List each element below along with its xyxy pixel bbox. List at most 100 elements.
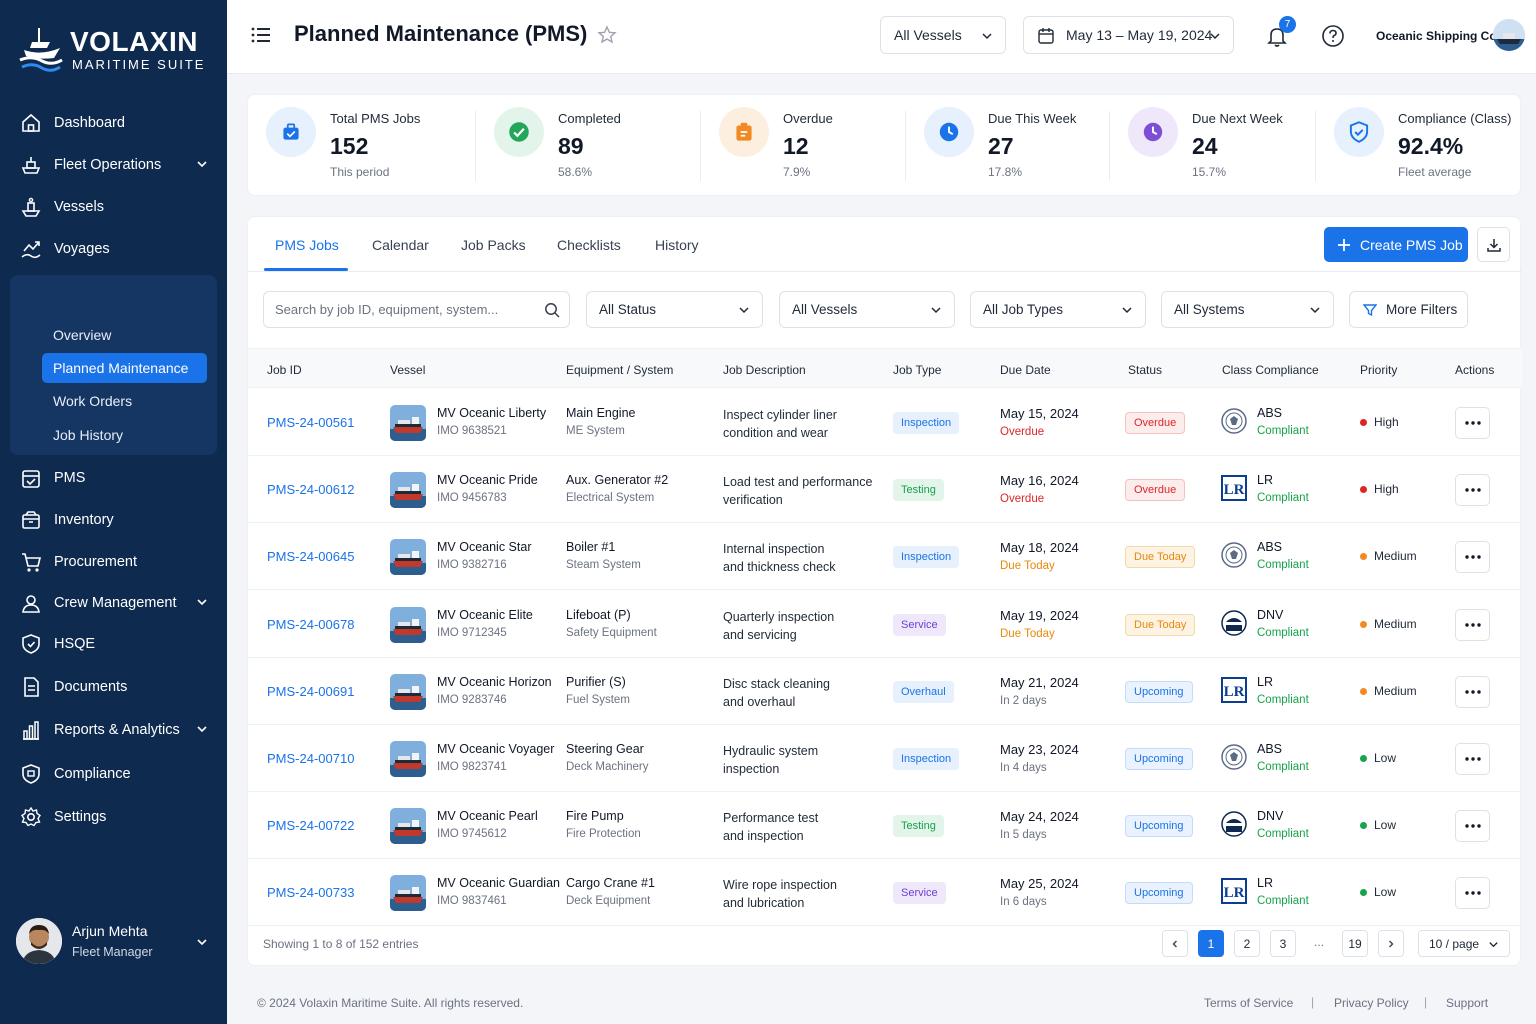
col-equipment[interactable]: Equipment / System: [566, 363, 674, 377]
sidebar-item-hsqe[interactable]: HSQE: [10, 625, 217, 663]
vessel-select[interactable]: All Vessels: [880, 16, 1006, 54]
company-logo[interactable]: [1493, 19, 1525, 51]
page-19-button[interactable]: 19: [1342, 930, 1368, 957]
class-cell: DNV Compliant: [1257, 608, 1309, 639]
sidebar-item-vessels[interactable]: Vessels: [10, 188, 217, 226]
vessel-name[interactable]: MV Oceanic Liberty: [437, 406, 547, 420]
sidebar-item-dashboard[interactable]: Dashboard: [10, 104, 217, 142]
col-description[interactable]: Job Description: [723, 363, 806, 377]
stat-compliance: Compliance (Class) 92.4% Fleet average: [1316, 95, 1522, 197]
sidebar-item-inventory[interactable]: Inventory: [10, 501, 217, 539]
job-id-link[interactable]: PMS-24-00645: [267, 549, 355, 565]
sidebar-item-settings[interactable]: Settings: [10, 798, 217, 836]
sidebar-item-voyages[interactable]: Voyages: [10, 230, 217, 268]
table-row[interactable]: PMS-24-00733 MV Oceanic Guardian IMO 98374…: [248, 859, 1522, 927]
chevron-down-icon[interactable]: [196, 936, 208, 948]
job-id-link[interactable]: PMS-24-00691: [267, 683, 355, 699]
status-filter[interactable]: All Status: [586, 291, 763, 328]
vessels-filter[interactable]: All Vessels: [779, 291, 955, 328]
stats-bar: Total PMS Jobs 152 This period Completed 89 5…: [247, 94, 1521, 196]
col-job-type[interactable]: Job Type: [893, 363, 942, 377]
row-actions-button[interactable]: [1455, 743, 1490, 775]
stat-completed: Completed 89 58.6%: [476, 95, 701, 197]
date-range-select[interactable]: May 13 – May 19, 2024: [1023, 16, 1234, 54]
user-profile[interactable]: Arjun Mehta Fleet Manager: [16, 918, 216, 966]
more-horizontal-icon: [1464, 488, 1481, 492]
col-priority[interactable]: Priority: [1360, 363, 1398, 377]
sidebar-subitem-overview[interactable]: Overview: [53, 327, 112, 343]
privacy-link[interactable]: Privacy Policy: [1334, 996, 1409, 1010]
vessel-name[interactable]: MV Oceanic Voyager: [437, 742, 555, 756]
brand[interactable]: VOLAXIN MARITIME SUITE: [18, 22, 218, 78]
vessel-name[interactable]: MV Oceanic Star: [437, 540, 532, 555]
row-actions-button[interactable]: [1455, 541, 1490, 574]
create-pms-job-button[interactable]: Create PMS Job: [1324, 227, 1468, 262]
tab-history[interactable]: History: [655, 237, 699, 253]
more-filters-button[interactable]: More Filters: [1349, 291, 1468, 328]
job-id-link[interactable]: PMS-24-00722: [267, 818, 355, 834]
page-3-button[interactable]: 3: [1270, 930, 1296, 957]
job-id-link[interactable]: PMS-24-00710: [267, 751, 355, 766]
row-actions-button[interactable]: [1455, 407, 1490, 439]
download-button[interactable]: [1477, 227, 1510, 262]
vessel-name[interactable]: MV Oceanic Pride: [437, 473, 538, 488]
next-page-button[interactable]: [1378, 930, 1404, 957]
page-2-button[interactable]: 2: [1234, 930, 1260, 957]
description-line: Internal inspection: [723, 542, 825, 557]
col-due-date[interactable]: Due Date: [1000, 363, 1051, 377]
col-class[interactable]: Class Compliance: [1222, 363, 1319, 377]
job-id-link[interactable]: PMS-24-00678: [267, 616, 355, 632]
table-row[interactable]: PMS-24-00722 MV Oceanic Pearl IMO 9745612 F…: [248, 792, 1522, 860]
row-actions-button[interactable]: [1455, 474, 1490, 507]
vessel-name[interactable]: MV Oceanic Guardian: [437, 876, 560, 891]
search-icon[interactable]: [544, 302, 560, 318]
page-size-select[interactable]: 10 / page: [1418, 930, 1510, 957]
row-actions-button[interactable]: [1455, 877, 1490, 910]
system-name: Deck Equipment: [566, 895, 651, 908]
sidebar-item-documents[interactable]: Documents: [10, 668, 217, 706]
support-link[interactable]: Support: [1446, 996, 1489, 1010]
tab-pms-jobs[interactable]: PMS Jobs: [275, 237, 339, 253]
sidebar-item-compliance[interactable]: Compliance: [10, 755, 217, 793]
table-row[interactable]: PMS-24-00645 MV Oceanic Star IMO 9382716 Bo…: [248, 523, 1522, 591]
star-icon[interactable]: [597, 25, 617, 45]
tab-checklists[interactable]: Checklists: [557, 237, 621, 253]
table-row[interactable]: PMS-24-00691 MV Oceanic Horizon IMO 928374…: [248, 658, 1522, 725]
table-row[interactable]: PMS-24-00710 MV Oceanic Voyager IMO 982374…: [248, 725, 1522, 792]
col-job-id[interactable]: Job ID: [267, 363, 302, 377]
job-types-filter[interactable]: All Job Types: [970, 291, 1146, 328]
menu-icon[interactable]: [251, 26, 271, 44]
col-vessel[interactable]: Vessel: [390, 363, 426, 377]
sidebar-item-pms[interactable]: PMS: [10, 459, 217, 497]
prev-page-button[interactable]: [1162, 930, 1188, 957]
vessel-name[interactable]: MV Oceanic Pearl: [437, 809, 538, 824]
terms-link[interactable]: Terms of Service: [1204, 996, 1294, 1010]
table-row[interactable]: PMS-24-00561 MV Oceanic Liberty IMO 963852…: [248, 389, 1522, 456]
page-1-button[interactable]: 1: [1198, 930, 1224, 957]
sidebar-item-procurement[interactable]: Procurement: [10, 543, 217, 581]
description-line: Wire rope inspection: [723, 878, 837, 893]
row-actions-button[interactable]: [1455, 675, 1490, 708]
row-actions-button[interactable]: [1455, 608, 1490, 641]
bell-icon[interactable]: [1265, 24, 1289, 48]
job-id-link[interactable]: PMS-24-00612: [267, 482, 355, 498]
col-status[interactable]: Status: [1128, 363, 1163, 377]
sidebar-subitem-job-history[interactable]: Job History: [53, 427, 124, 443]
systems-filter[interactable]: All Systems: [1161, 291, 1334, 328]
sidebar-item-fleet-operations[interactable]: Fleet Operations: [10, 146, 217, 184]
sidebar-subitem-work-orders[interactable]: Work Orders: [53, 393, 133, 409]
search-input[interactable]: [263, 291, 570, 328]
vessel-name[interactable]: MV Oceanic Horizon: [437, 674, 552, 689]
tab-calendar[interactable]: Calendar: [372, 237, 429, 253]
sidebar-item-crew-management[interactable]: Crew Management: [10, 584, 217, 622]
help-icon[interactable]: [1321, 24, 1345, 48]
sidebar-subitem-planned-maintenance[interactable]: Planned Maintenance: [42, 353, 207, 383]
job-id-link[interactable]: PMS-24-00733: [267, 885, 355, 901]
table-row[interactable]: PMS-24-00678 MV Oceanic Elite IMO 9712345 L…: [248, 591, 1522, 658]
row-actions-button[interactable]: [1455, 810, 1490, 843]
tab-job-packs[interactable]: Job Packs: [461, 237, 526, 253]
table-row[interactable]: PMS-24-00612 MV Oceanic Pride IMO 9456783 A…: [248, 456, 1522, 524]
sidebar-item-reports-analytics[interactable]: Reports & Analytics: [10, 711, 217, 749]
job-id-link[interactable]: PMS-24-00561: [267, 415, 355, 430]
vessel-name[interactable]: MV Oceanic Elite: [437, 607, 533, 622]
